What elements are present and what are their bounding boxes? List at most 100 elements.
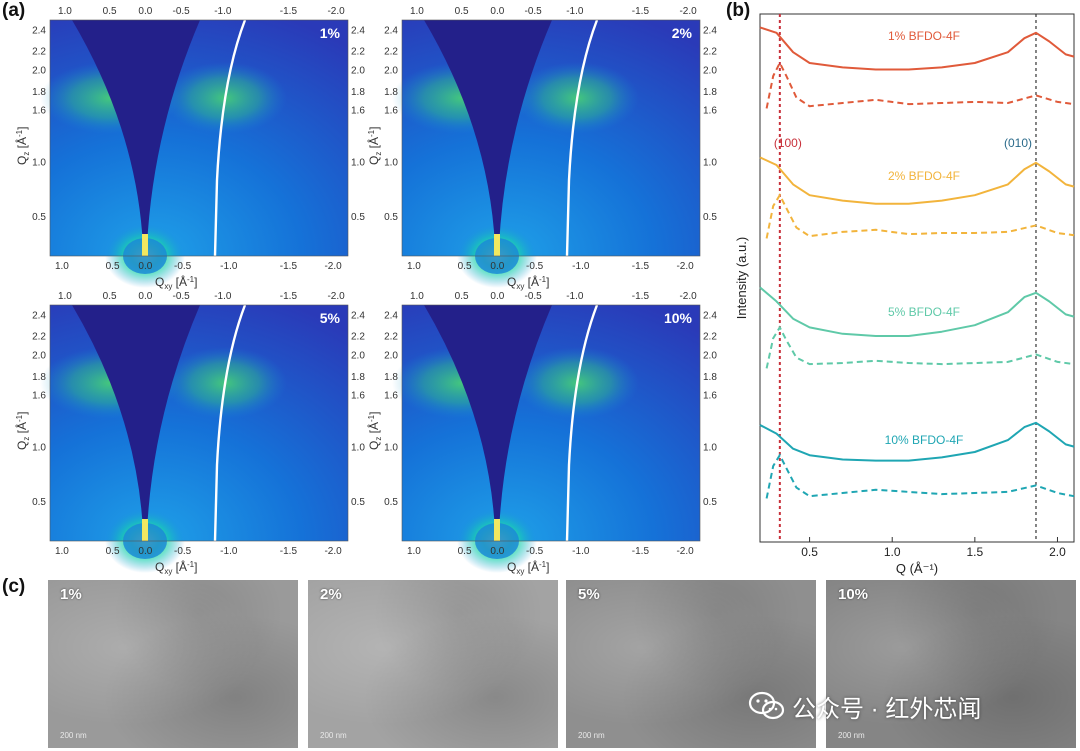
x-tick-label-top: -0.5 <box>525 291 543 302</box>
x-tick-label: 0.5 <box>458 261 472 272</box>
y-tick-label: 1.8 <box>384 87 398 98</box>
x-tick-label-top: -2.0 <box>679 291 697 302</box>
y-tick-label-right: 2.2 <box>703 332 717 343</box>
x-tick-label: -1.5 <box>632 546 650 557</box>
x-tick-label: -1.0 <box>572 261 590 272</box>
y-tick-label: 1.0 <box>384 158 398 169</box>
x-tick-label: 1.0 <box>407 261 421 272</box>
x-tick-label-top: -1.5 <box>280 291 298 302</box>
y-tick-label: 0.5 <box>32 497 46 508</box>
y-tick-label-right: 1.0 <box>703 443 717 454</box>
watermark: 公众号 · 红外芯闻 <box>748 688 981 724</box>
x-tick-label: 0.5 <box>106 261 120 272</box>
x-tick-label-top: -0.5 <box>173 291 191 302</box>
x-axis-title: Qxy [Å-1] <box>507 274 549 291</box>
x-tick-label: 0.0 <box>490 546 504 557</box>
x-tick-label-top: 0.5 <box>103 6 117 17</box>
x-tick-label-top: 0.5 <box>455 6 469 17</box>
x-tick-label-top: -1.0 <box>214 6 232 17</box>
x-tick-label: 1.0 <box>884 545 901 559</box>
x-tick-label-top: 0.0 <box>138 6 152 17</box>
y-tick-label: 0.5 <box>384 497 398 508</box>
tem-concentration-label: 5% <box>578 586 600 603</box>
x-tick-label-top: -1.0 <box>566 6 584 17</box>
giwaxs-map: 5% 1.0 1.0 0.5 0.5 0.0 0.0 -0.5 -0.5 -1.0 -1.0 -1.5… <box>14 291 365 576</box>
x-tick-label-top: 0.0 <box>490 291 504 302</box>
y-tick-label-right: 2.0 <box>703 66 717 77</box>
x-tick-label-top: -1.5 <box>632 291 650 302</box>
series-line-oop <box>759 156 1075 205</box>
series-label: 1% BFDO-4F <box>888 29 960 43</box>
x-tick-label: -2.0 <box>676 546 694 557</box>
concentration-label: 5% <box>320 310 341 326</box>
y-tick-label: 0.5 <box>384 212 398 223</box>
plot-frame <box>759 13 1075 543</box>
giwaxs-map: 2% 1.0 1.0 0.5 0.5 0.0 0.0 -0.5 -0.5 -1.0 -1.0 -1.5… <box>366 6 717 291</box>
x-tick-label-top: -1.5 <box>280 6 298 17</box>
x-tick-label-top: 1.0 <box>410 6 424 17</box>
panel-label-c: (c) <box>2 576 26 597</box>
y-tick-label-right: 1.6 <box>703 106 717 117</box>
y-tick-label-right: 2.2 <box>351 47 365 58</box>
series-line-oop <box>759 286 1075 337</box>
x-tick-label: -0.5 <box>526 546 544 557</box>
y-tick-label: 2.2 <box>384 332 398 343</box>
tem-concentration-label: 1% <box>60 586 82 603</box>
giwaxs-map: 1% 1.0 1.0 0.5 0.5 0.0 0.0 -0.5 -0.5 -1.0 -1.0 -1.5… <box>14 6 365 291</box>
x-tick-label-top: -2.0 <box>679 6 697 17</box>
y-tick-label: 2.2 <box>32 332 46 343</box>
x-tick-label: -0.5 <box>526 261 544 272</box>
x-tick-label-top: 0.0 <box>490 6 504 17</box>
y-tick-label-right: 2.4 <box>351 25 365 36</box>
y-tick-label-right: 1.6 <box>703 391 717 402</box>
y-tick-label: 2.4 <box>32 310 46 321</box>
series-line-ip <box>765 325 1075 369</box>
y-tick-label: 1.6 <box>32 391 46 402</box>
y-tick-label: 2.4 <box>384 25 398 36</box>
y-tick-label: 2.0 <box>32 66 46 77</box>
wechat-icon <box>748 691 785 720</box>
x-axis-title: Qxy [Å-1] <box>155 274 197 291</box>
x-tick-label: 0.0 <box>138 261 152 272</box>
y-axis-title: Qz [Å-1] <box>366 412 383 450</box>
x-tick-label-top: -0.5 <box>525 6 543 17</box>
x-tick-label: -1.0 <box>220 261 238 272</box>
scale-bar-label: 200 nm <box>578 731 605 740</box>
y-tick-label: 1.6 <box>32 106 46 117</box>
series-label: 10% BFDO-4F <box>885 433 964 447</box>
y-tick-label: 1.8 <box>32 87 46 98</box>
x-axis-title: Qxy [Å-1] <box>155 559 197 576</box>
peak-label: (010) <box>1004 136 1032 150</box>
x-tick-label-top: 1.0 <box>410 291 424 302</box>
y-tick-label-right: 0.5 <box>703 497 717 508</box>
x-tick-label-top: 1.0 <box>58 6 72 17</box>
x-axis-title: Qxy [Å-1] <box>507 559 549 576</box>
panel-label-a: (a) <box>2 0 26 21</box>
x-tick-label: 0.0 <box>490 261 504 272</box>
x-tick-label: 0.0 <box>138 546 152 557</box>
concentration-label: 1% <box>320 25 341 41</box>
y-tick-label: 2.2 <box>384 47 398 58</box>
y-tick-label: 0.5 <box>32 212 46 223</box>
x-tick-label: -1.5 <box>280 546 298 557</box>
x-tick-label: 1.5 <box>966 545 983 559</box>
y-axis-title: Qz [Å-1] <box>366 127 383 165</box>
x-tick-label: 1.0 <box>55 261 69 272</box>
x-tick-label: -2.0 <box>324 546 342 557</box>
y-tick-label: 1.0 <box>32 158 46 169</box>
y-axis-title: Intensity (a.u.) <box>734 237 749 319</box>
x-tick-label-top: 0.0 <box>138 291 152 302</box>
scale-bar-label: 200 nm <box>320 731 347 740</box>
giwaxs-map: 10% 1.0 1.0 0.5 0.5 0.0 0.0 -0.5 -0.5 -1.0 -1.0 -1.… <box>366 291 717 576</box>
x-tick-label-top: -0.5 <box>173 6 191 17</box>
x-tick-label: -0.5 <box>174 261 192 272</box>
watermark-text: 公众号 · 红外芯闻 <box>792 695 982 723</box>
line-profile-chart: (100) (010) 1% BFDO-4F 2% BFDO-4F 5% BFDO-4F… <box>734 13 1075 576</box>
x-tick-label: -2.0 <box>324 261 342 272</box>
y-tick-label-right: 2.2 <box>703 47 717 58</box>
y-tick-label-right: 2.2 <box>351 332 365 343</box>
x-tick-label-top: -1.5 <box>632 6 650 17</box>
x-tick-label-top: 0.5 <box>103 291 117 302</box>
x-tick-label: -1.0 <box>572 546 590 557</box>
y-tick-label-right: 1.0 <box>351 443 365 454</box>
